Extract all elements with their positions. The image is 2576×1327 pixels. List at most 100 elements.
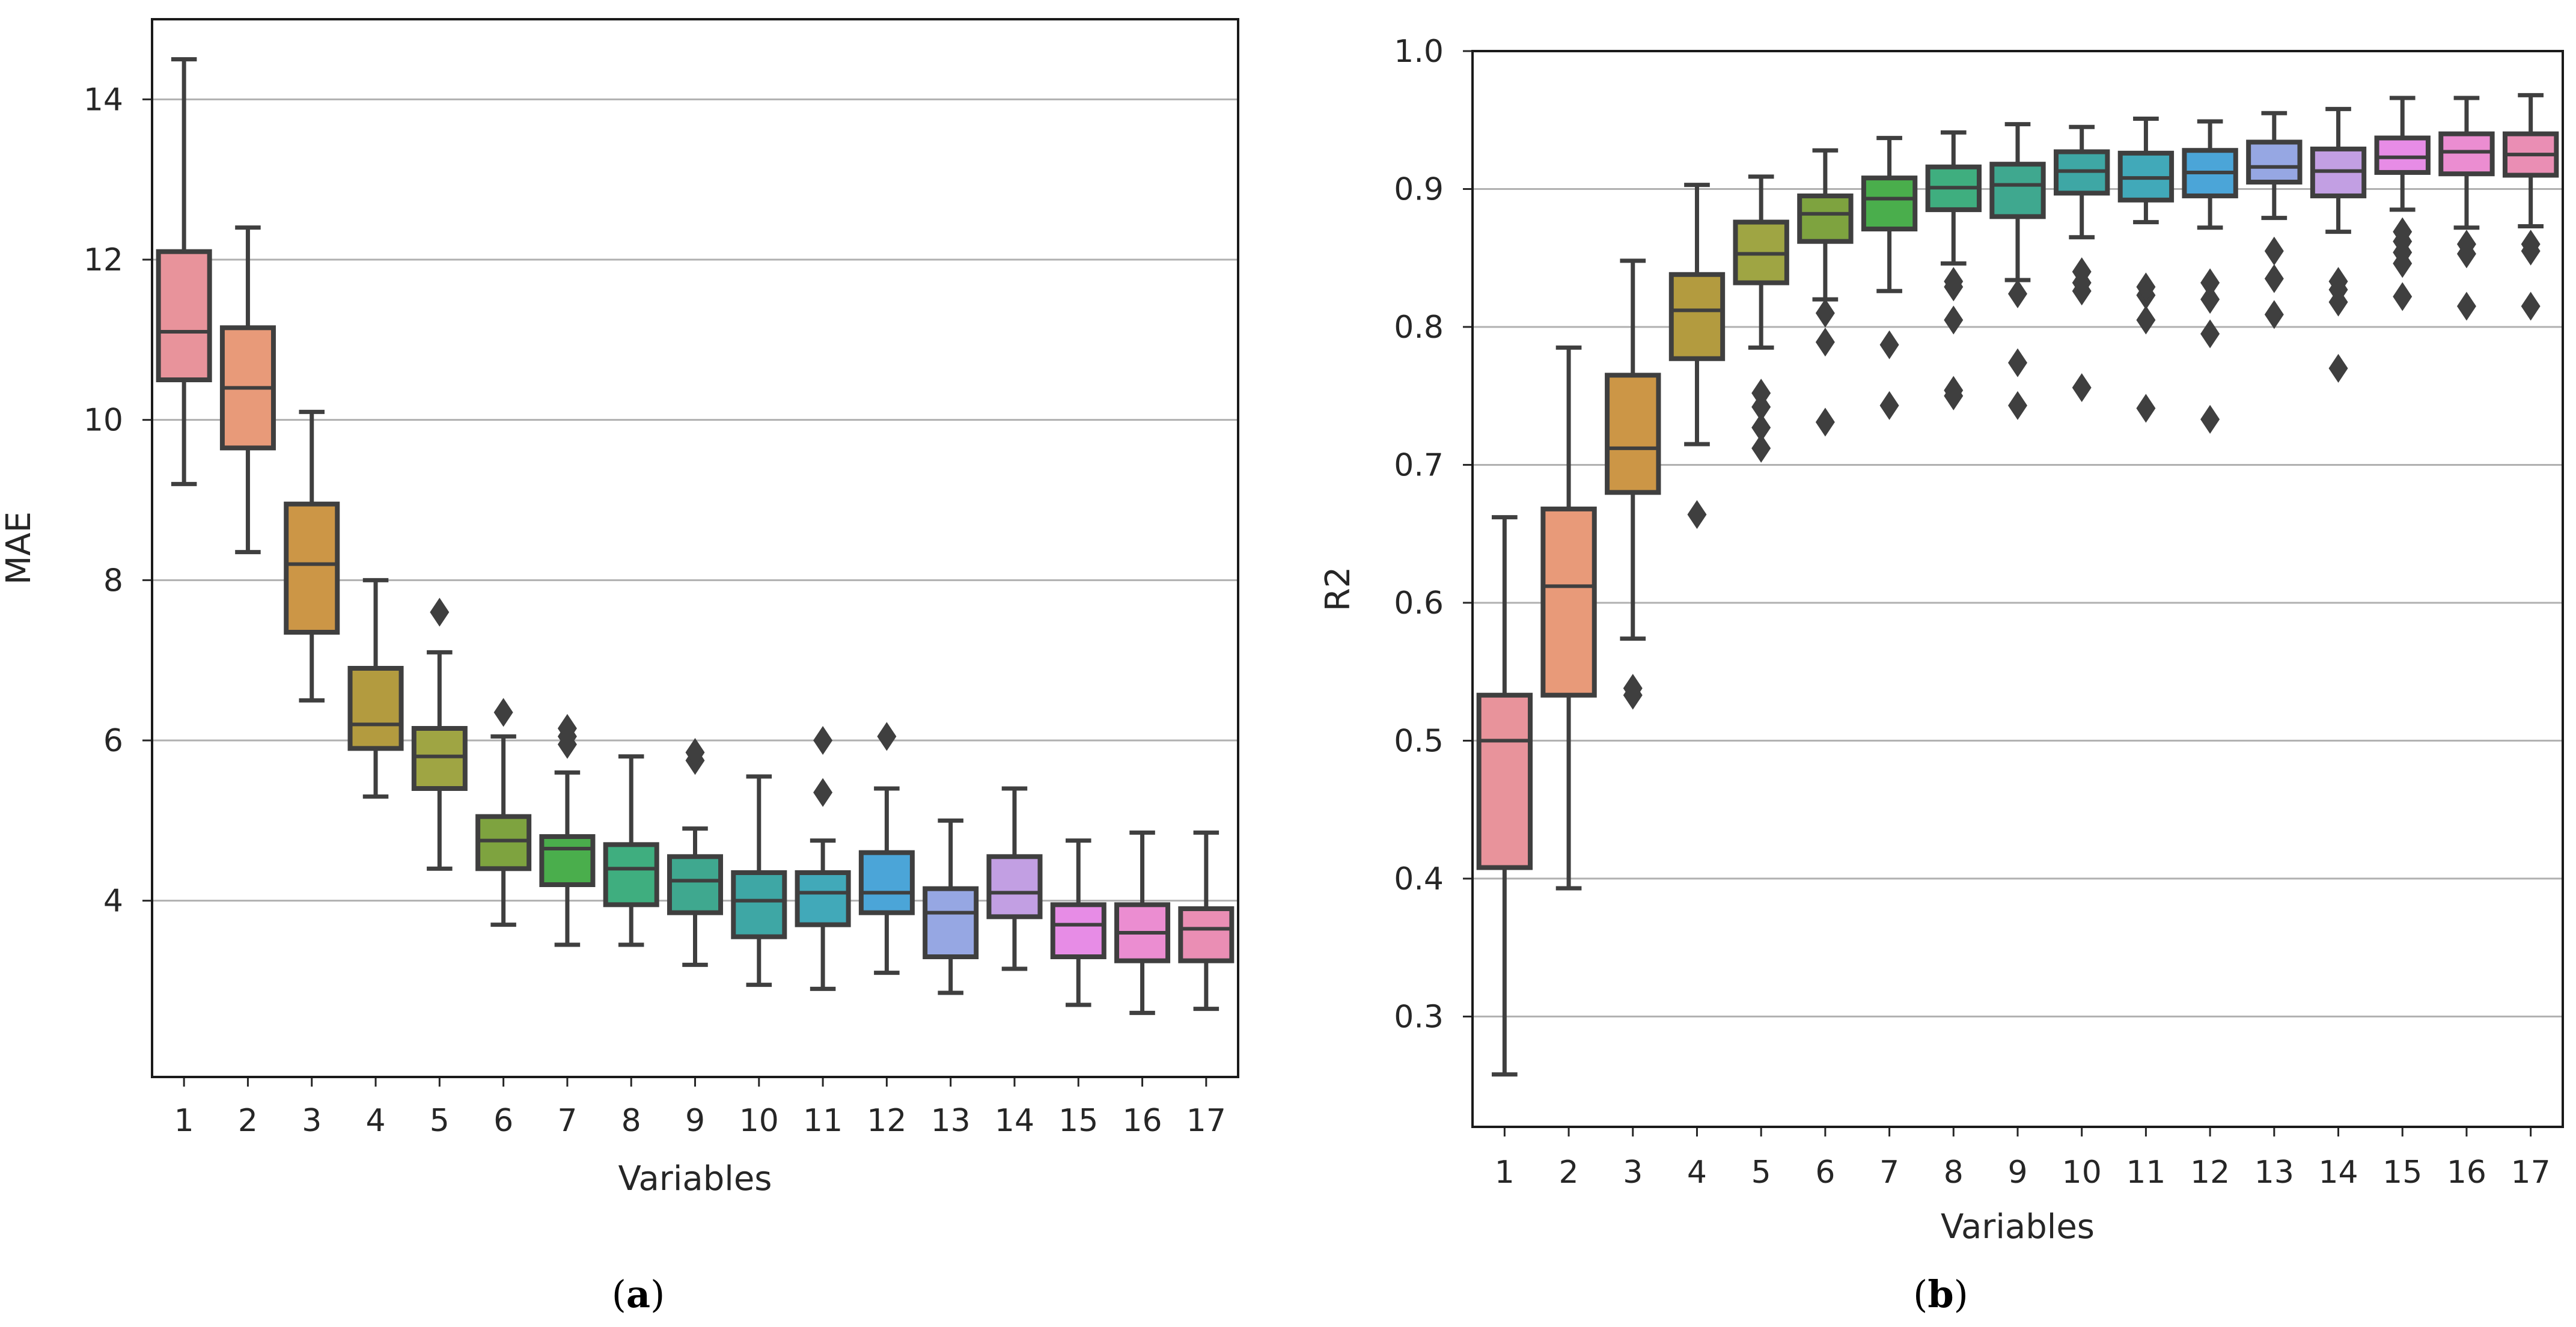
box-13 [2246, 111, 2303, 329]
x-tick-label: 6 [493, 1103, 513, 1139]
outlier-point [1879, 391, 1899, 420]
outlier-point [2200, 268, 2220, 297]
outlier-point [2264, 264, 2284, 293]
box-15 [2374, 96, 2431, 311]
box-3 [284, 409, 340, 703]
iqr-box [731, 870, 787, 939]
x-axis-title: Variables [1941, 1207, 2095, 1246]
outlier-point [2264, 300, 2284, 329]
plot-frame [151, 18, 1239, 1078]
x-tick-label: 5 [430, 1103, 450, 1139]
outlier-point [1879, 330, 1899, 359]
outlier-point [1687, 500, 1707, 529]
box-17 [1178, 830, 1235, 1011]
box-4 [1668, 183, 1726, 529]
x-tick-label: 3 [302, 1103, 322, 1139]
x-tick-label: 16 [1122, 1103, 1162, 1139]
iqr-box [923, 886, 979, 959]
iqr-box [1797, 193, 1854, 244]
x-tick-label: 8 [621, 1103, 641, 1139]
panel-b-caption-letter: b [1927, 1272, 1953, 1316]
box-2 [1540, 345, 1597, 891]
x-tick-label: 1 [174, 1103, 194, 1139]
box-1 [1476, 515, 1533, 1077]
iqr-box [2438, 131, 2495, 177]
y-tick-label: 0.9 [1394, 171, 1444, 207]
outlier-point [2200, 285, 2220, 314]
outlier-point [2072, 373, 2092, 402]
x-tick-label: 4 [365, 1103, 385, 1139]
box-7 [1861, 136, 1918, 420]
iqr-box [284, 501, 340, 635]
outlier-point [877, 722, 897, 751]
iqr-box [1050, 902, 1106, 960]
outlier-point [1751, 413, 1771, 442]
x-tick-label: 16 [2447, 1155, 2486, 1191]
box-2 [219, 225, 276, 555]
y-tick-label: 6 [103, 723, 123, 759]
x-tick-label: 4 [1687, 1155, 1707, 1191]
box-9 [667, 738, 724, 967]
outlier-point [1815, 407, 1835, 437]
outlier-point [813, 778, 833, 807]
iqr-box [539, 834, 596, 887]
outlier-point [1944, 267, 1964, 296]
outlier-point [2328, 267, 2348, 296]
y-tick-label: 0.4 [1394, 861, 1444, 897]
iqr-box [1989, 162, 2046, 219]
x-tick-label: 11 [803, 1103, 843, 1139]
x-tick-label: 11 [2126, 1155, 2165, 1191]
box-17 [2502, 93, 2559, 321]
outlier-point [2200, 319, 2220, 349]
outlier-point [493, 698, 513, 727]
panel-a-caption: (a) [612, 1272, 665, 1316]
outlier-point [2200, 404, 2220, 434]
box-6 [1797, 148, 1854, 437]
outlier-point [2072, 257, 2092, 287]
panel-a-caption-close: ) [650, 1272, 665, 1316]
x-tick-label: 7 [557, 1103, 577, 1139]
iqr-box [1861, 175, 1918, 232]
outlier-point [557, 714, 577, 743]
panel-b-caption-open: ( [1913, 1272, 1927, 1316]
outlier-point [2456, 230, 2476, 259]
y-tick-label: 14 [84, 82, 123, 118]
iqr-box [667, 854, 724, 915]
x-tick-label: 10 [739, 1103, 779, 1139]
iqr-box [1476, 692, 1533, 870]
box-4 [347, 578, 404, 799]
box-6 [475, 698, 532, 927]
iqr-box [2246, 139, 2303, 185]
x-tick-label: 13 [931, 1103, 971, 1139]
x-tick-label: 15 [2382, 1155, 2422, 1191]
iqr-box [986, 854, 1043, 920]
outlier-point [1944, 376, 1964, 405]
outlier-point [2008, 391, 2027, 420]
x-tick-label: 9 [685, 1103, 705, 1139]
box-12 [2182, 119, 2238, 434]
outlier-point [1751, 379, 1771, 408]
box-15 [1050, 838, 1106, 1007]
iqr-box [1668, 272, 1726, 361]
outlier-point [2456, 291, 2476, 321]
panel-b-caption-close: ) [1954, 1272, 1968, 1316]
box-14 [2310, 106, 2367, 383]
box-12 [858, 722, 915, 975]
x-tick-label: 1 [1495, 1155, 1515, 1191]
y-tick-label: 0.3 [1394, 999, 1444, 1035]
y-tick-label: 0.5 [1394, 723, 1444, 759]
outlier-point [813, 726, 833, 755]
outlier-point [2136, 394, 2156, 423]
x-tick-label: 2 [1559, 1155, 1579, 1191]
outlier-point [2136, 305, 2156, 335]
x-tick-label: 13 [2254, 1155, 2294, 1191]
box-8 [603, 754, 659, 947]
y-tick-label: 1.0 [1394, 34, 1444, 70]
outlier-point [1815, 328, 1835, 357]
x-tick-label: 17 [2511, 1155, 2551, 1191]
outlier-point [1815, 299, 1835, 328]
y-tick-label: 0.8 [1394, 310, 1444, 346]
outlier-point [685, 738, 705, 767]
